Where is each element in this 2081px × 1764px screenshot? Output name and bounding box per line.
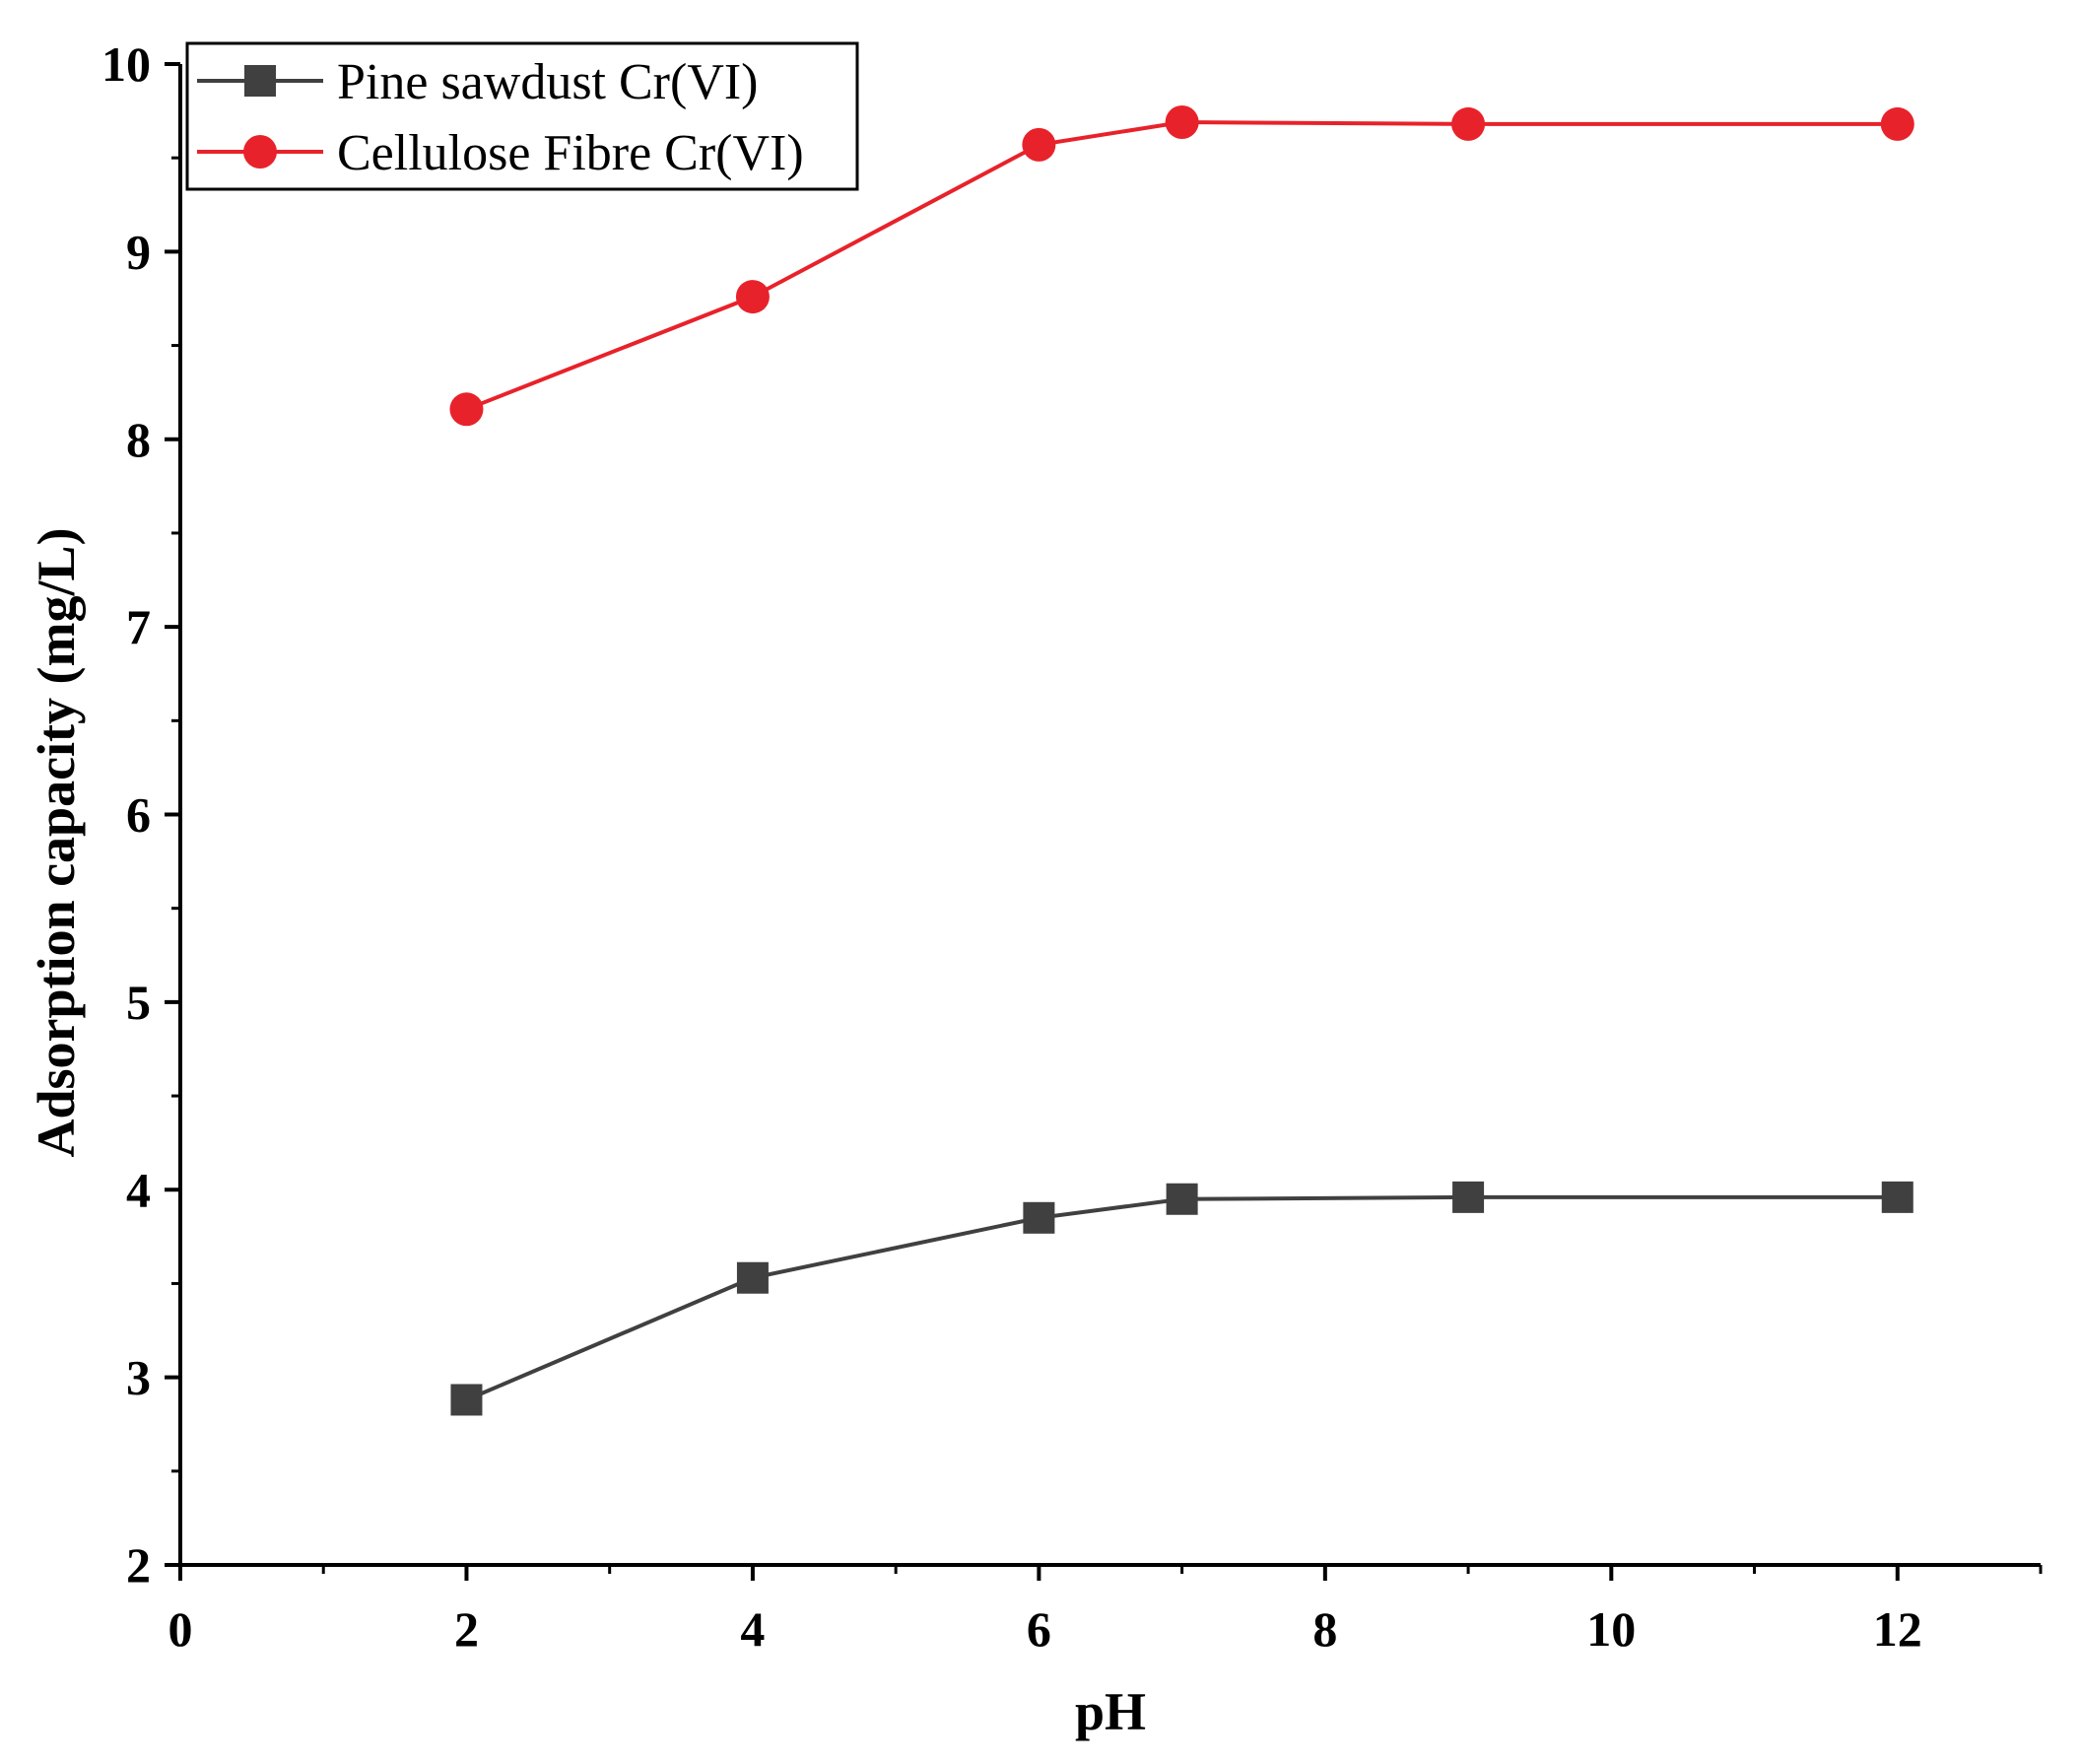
y-axis-title: Adsorption capacity (mg/L) <box>27 528 86 1158</box>
x-tick-label: 4 <box>740 1601 765 1657</box>
data-point <box>1880 106 1914 141</box>
data-point <box>1023 1201 1055 1234</box>
y-tick-label: 4 <box>126 1162 151 1217</box>
y-tick-label: 6 <box>126 787 151 843</box>
data-point <box>450 1384 483 1416</box>
y-tick-label: 7 <box>126 599 151 654</box>
x-tick-label: 12 <box>1873 1601 1922 1657</box>
y-tick-label: 10 <box>101 36 151 92</box>
data-point <box>735 280 770 314</box>
legend-item: Pine sawdust Cr(VI) <box>197 54 759 110</box>
x-tick-label: 0 <box>168 1601 193 1657</box>
data-point <box>1452 1181 1485 1213</box>
y-tick-label: 3 <box>126 1350 151 1405</box>
data-point <box>1165 105 1199 140</box>
x-tick-label: 2 <box>454 1601 479 1657</box>
series-line <box>465 119 1898 412</box>
legend-marker <box>244 65 276 97</box>
y-tick-label: 5 <box>126 975 151 1030</box>
x-tick-label: 10 <box>1586 1601 1636 1657</box>
legend-box <box>185 41 859 191</box>
series-layer <box>449 105 1914 1416</box>
x-tick-label: 8 <box>1312 1601 1337 1657</box>
series-1 <box>450 1181 1913 1416</box>
data-point <box>1166 1183 1198 1215</box>
data-point <box>1881 1181 1913 1213</box>
y-tick-label: 8 <box>126 412 151 467</box>
legend-label: Pine sawdust Cr(VI) <box>337 54 759 110</box>
x-axis-title: pH <box>1075 1682 1146 1741</box>
data-point <box>1451 106 1486 141</box>
legend-label: Cellulose Fibre Cr(VI) <box>337 125 804 181</box>
data-point <box>1022 127 1056 162</box>
series-2 <box>449 105 1914 427</box>
data-point <box>449 392 484 427</box>
y-tick-label: 9 <box>126 224 151 279</box>
x-tick-label: 6 <box>1027 1601 1051 1657</box>
series-line <box>465 1194 1898 1402</box>
data-point <box>736 1261 769 1294</box>
legend: Pine sawdust Cr(VI) Cellulose Fibre Cr(VI… <box>185 41 859 191</box>
legend-item: Cellulose Fibre Cr(VI) <box>197 125 804 181</box>
y-tick-label: 2 <box>126 1537 151 1593</box>
legend-marker <box>243 135 277 169</box>
